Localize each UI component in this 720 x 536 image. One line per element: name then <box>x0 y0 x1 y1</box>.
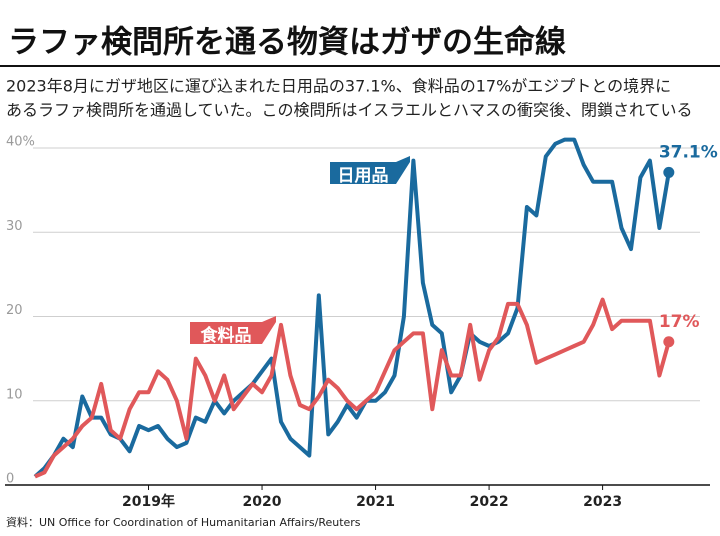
legend-box <box>330 156 410 184</box>
chart-title: ラファ検問所を通る物資はガザの生命線 <box>8 25 566 61</box>
x-tick-label: 2021 <box>356 494 395 510</box>
subtitle: あるラファ検問所を通過していた。この検問所はイスラエルとハマスの衝突後、閉鎖され… <box>6 101 693 120</box>
line <box>34 297 671 479</box>
y-tick-label: 10 <box>6 387 23 402</box>
end-dot <box>663 336 675 348</box>
y-tick-label: 30 <box>6 219 23 234</box>
value-label: 37.1% <box>659 142 718 162</box>
source: 資料：UN Office for Coordination of Humanit… <box>6 515 361 529</box>
line <box>33 137 671 479</box>
x-tick-label: 2019年 <box>122 493 175 510</box>
y-tick-label: 0 <box>6 472 14 487</box>
x-tick-label: 2023 <box>583 494 622 510</box>
legend-box <box>190 316 276 344</box>
x-tick-label: 2022 <box>470 494 509 510</box>
subtitle: 2023年8月にガザ地区に運び込まれた日用品の37.1%、食料品の17%がエジプ… <box>6 77 671 96</box>
y-tick-label: 40% <box>6 135 35 150</box>
x-tick-label: 2020 <box>243 494 282 510</box>
y-tick-label: 20 <box>6 303 23 318</box>
legend-label: 食料品 <box>201 325 252 346</box>
value-label: 17% <box>659 312 700 332</box>
legend-label: 日用品 <box>338 166 389 186</box>
end-dot <box>663 166 675 178</box>
